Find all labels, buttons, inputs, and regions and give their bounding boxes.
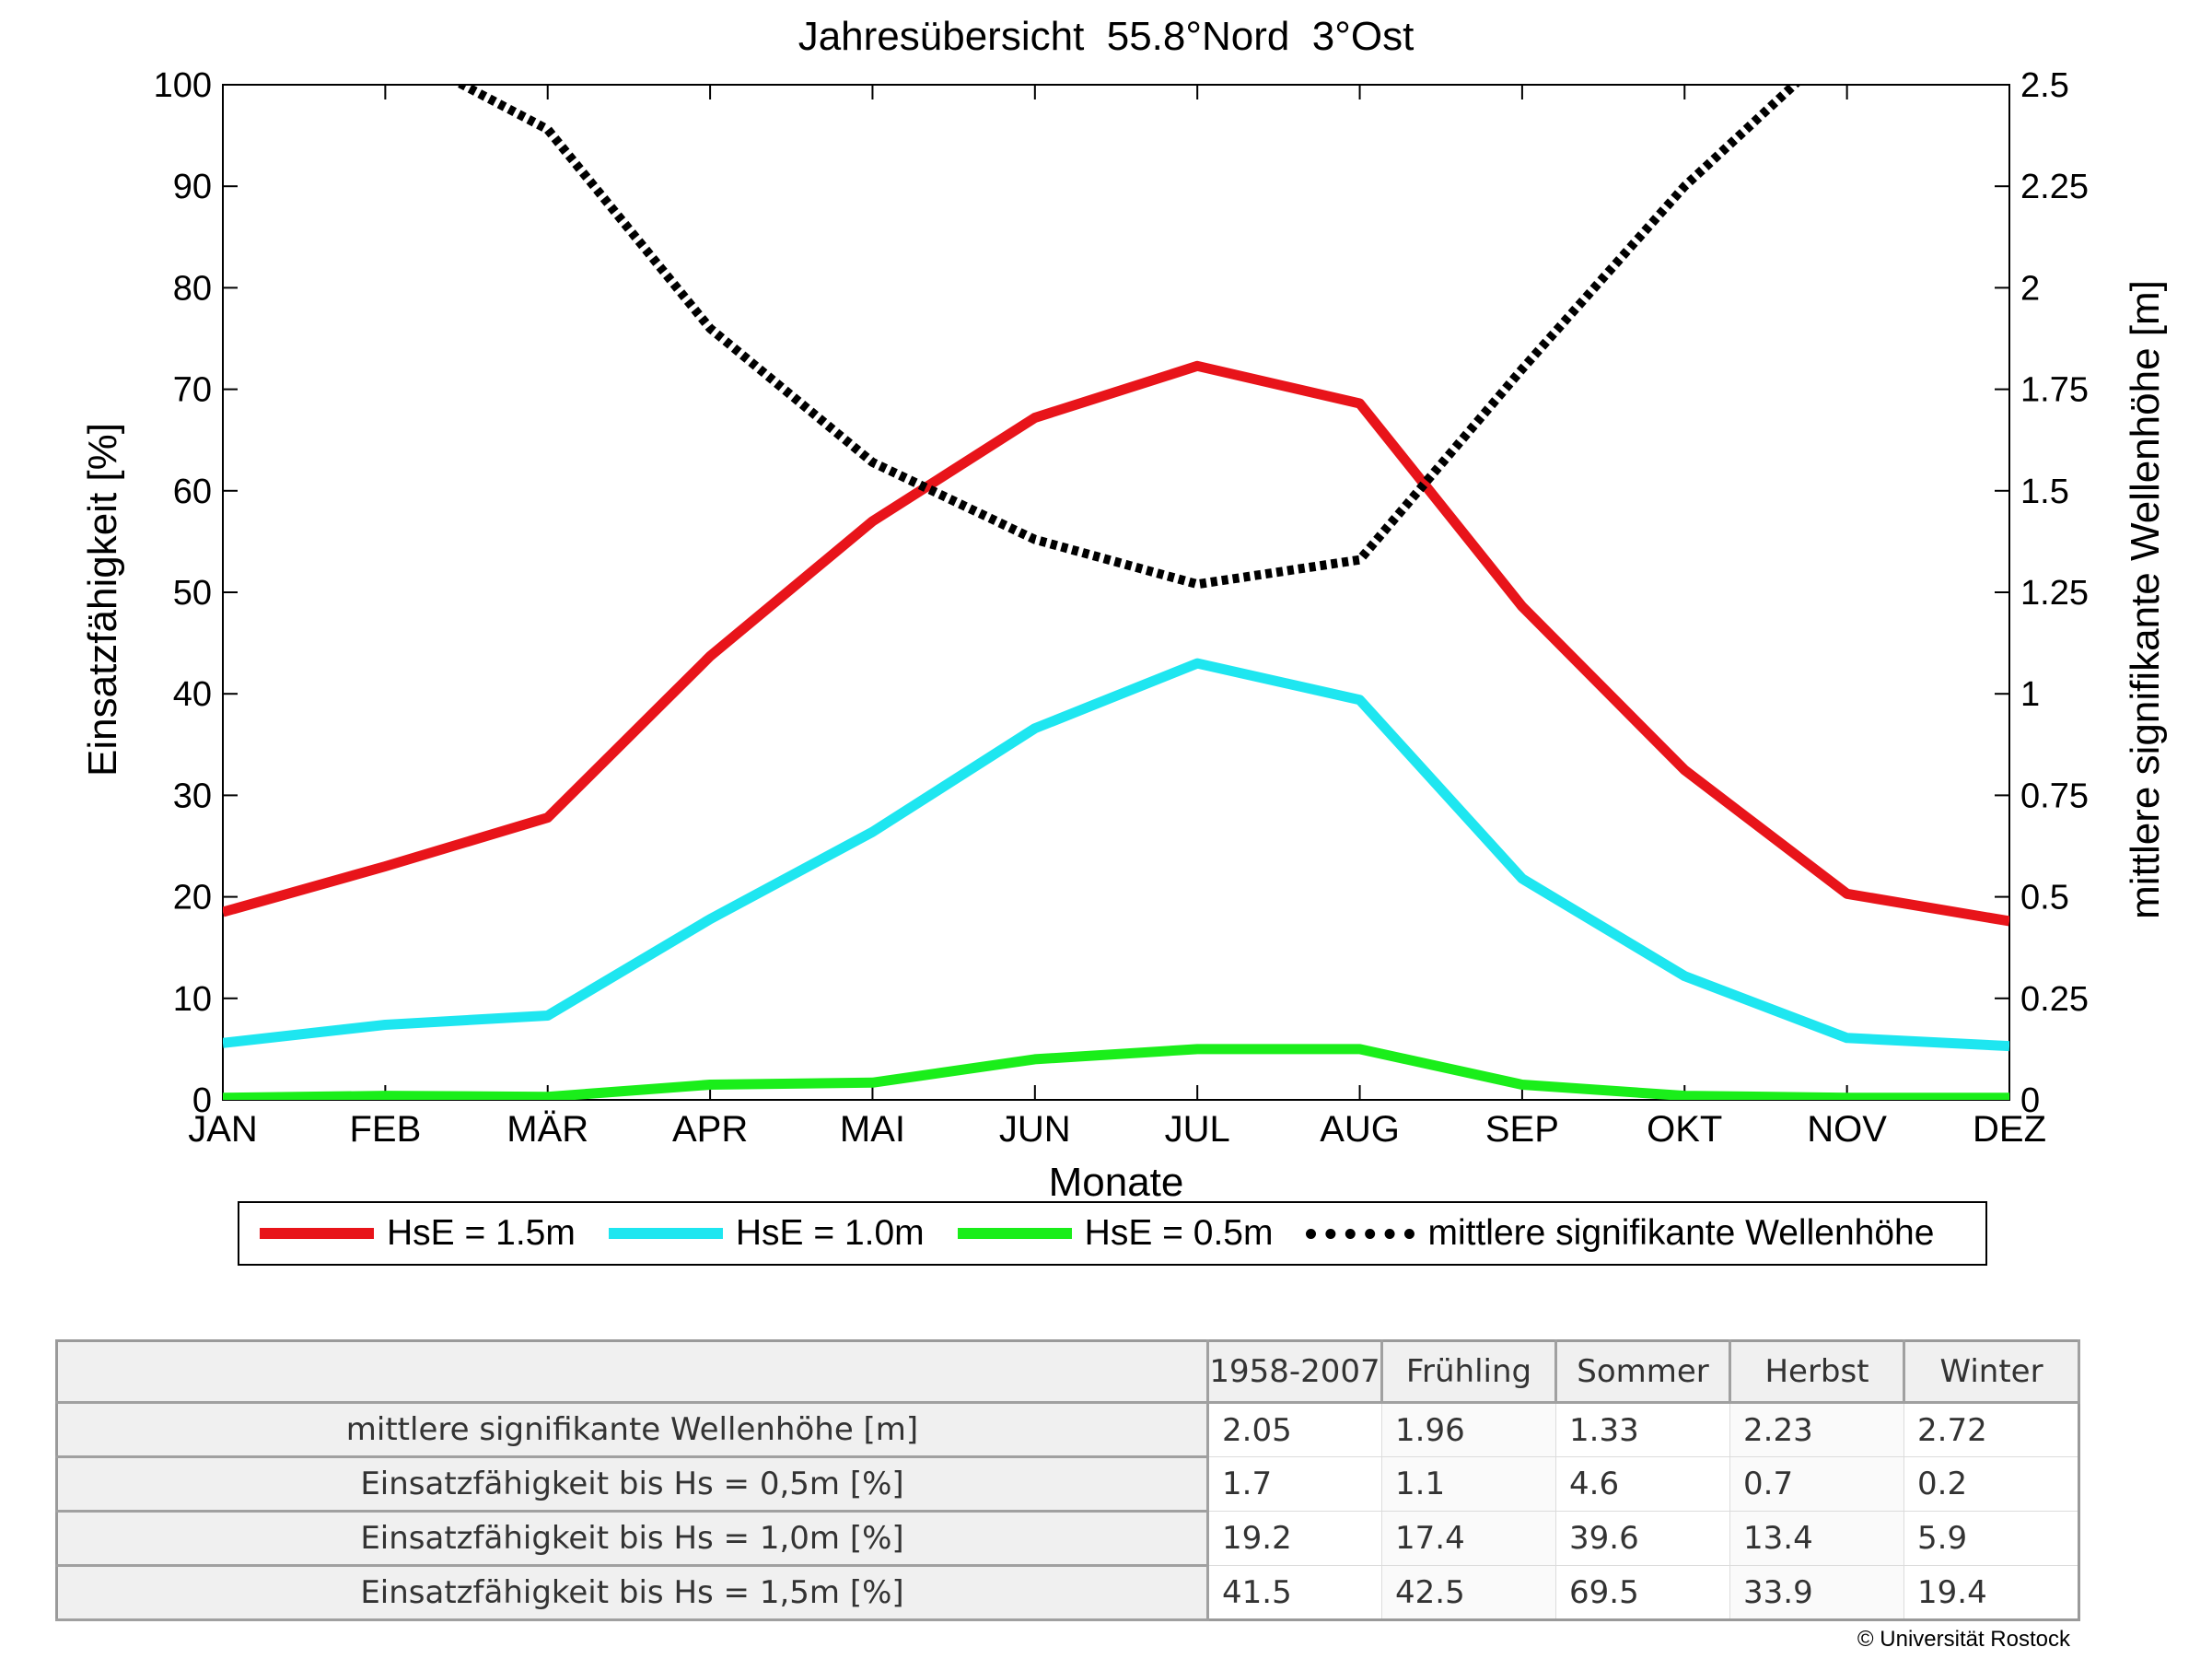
legend-swatch-green [957, 1228, 1072, 1239]
x-tick-label: APR [672, 1109, 748, 1150]
row-label: Einsatzfähigkeit bis Hs = 1,0m [%] [56, 1511, 1209, 1567]
legend-label: mittlere signifikante Wellenhöhe [1427, 1213, 1935, 1253]
legend-label: HsE = 0.5m [1084, 1213, 1274, 1253]
x-tick-label: MÄR [506, 1109, 588, 1150]
series-line [452, 85, 1801, 590]
table-cell: 1.1 [1381, 1456, 1556, 1512]
series-group [223, 85, 2009, 1100]
table-row: Einsatzfähigkeit bis Hs = 1,5m [%] 41.5 … [56, 1565, 2079, 1621]
table-cell: 19.2 [1207, 1511, 1382, 1566]
y-tick-label: 90 [173, 168, 212, 206]
x-tick-label: JAN [188, 1109, 258, 1150]
x-tick-label: DEZ [1973, 1109, 2046, 1150]
plot-frame [222, 84, 2010, 1101]
x-tick-label: OKT [1647, 1109, 1722, 1150]
chart: Jahresübersicht 55.8°Nord 3°Ost 01020304… [80, 14, 2168, 1205]
row-label: mittlere signifikante Wellenhöhe [m] [56, 1402, 1209, 1458]
column-header: Herbst [1729, 1340, 1905, 1404]
table-cell: 42.5 [1381, 1565, 1556, 1620]
y2-tick-label: 2.25 [2020, 168, 2089, 206]
y-tick-label: 70 [173, 371, 212, 410]
legend-label: HsE = 1.0m [735, 1213, 925, 1253]
series-line [223, 658, 2009, 1052]
summary-table: 1958-2007 Frühling Sommer Herbst Winter … [55, 1339, 2080, 1621]
y-tick-label: 20 [173, 879, 212, 917]
table-cell: 13.4 [1729, 1511, 1904, 1566]
row-label: Einsatzfähigkeit bis Hs = 1,5m [%] [56, 1565, 1209, 1621]
x-tick-label: AUG [1320, 1109, 1400, 1150]
y2-tick-label: 0.5 [2020, 879, 2069, 917]
table-cell: 41.5 [1207, 1565, 1382, 1620]
legend-item: HsE = 1.5m [260, 1213, 576, 1254]
y2-tick-label: 0 [2020, 1081, 2040, 1120]
column-header: Winter [1903, 1340, 2080, 1404]
y-tick-label: 100 [154, 66, 212, 105]
series-line [223, 1044, 2009, 1100]
table-cell: 2.05 [1207, 1402, 1382, 1457]
table-cell: 2.23 [1729, 1402, 1904, 1457]
table-corner-cell [56, 1340, 1209, 1404]
y-tick-label: 30 [173, 777, 212, 815]
table-cell: 1.96 [1381, 1402, 1556, 1457]
table-row: Einsatzfähigkeit bis Hs = 0,5m [%] 1.7 1… [56, 1456, 2079, 1513]
table-cell: 5.9 [1903, 1511, 2079, 1566]
table-cell: 19.4 [1903, 1565, 2079, 1620]
series-line [223, 360, 2009, 927]
y2-tick-label: 2.5 [2020, 66, 2069, 105]
x-axis-label: Monate [1049, 1160, 1184, 1205]
row-label: Einsatzfähigkeit bis Hs = 0,5m [%] [56, 1456, 1209, 1513]
table-cell: 0.2 [1903, 1456, 2079, 1512]
table-row: mittlere signifikante Wellenhöhe [m] 2.0… [56, 1402, 2079, 1458]
y-tick-label: 10 [173, 980, 212, 1019]
y-tick-label: 80 [173, 269, 212, 308]
legend-swatch-red [260, 1228, 374, 1239]
column-header: Sommer [1555, 1340, 1731, 1404]
legend-item: mittlere signifikante Wellenhöhe [1306, 1213, 1934, 1254]
column-header: Frühling [1381, 1340, 1557, 1404]
y-tick-label: 50 [173, 574, 212, 613]
legend-label: HsE = 1.5m [387, 1213, 576, 1253]
y-axis-label: Einsatzfähigkeit [%] [80, 423, 125, 777]
legend-swatch-dotted [1306, 1228, 1415, 1239]
table-cell: 17.4 [1381, 1511, 1556, 1566]
y-tick-label: 0 [192, 1081, 212, 1120]
y2-axis-label: mittlere signifikante Wellenhöhe [m] [2123, 280, 2168, 919]
table-cell: 39.6 [1555, 1511, 1730, 1566]
copyright-notice: © Universität Rostock [1857, 1627, 2070, 1652]
table-cell: 1.7 [1207, 1456, 1382, 1512]
x-tick-label: NOV [1807, 1109, 1887, 1150]
y2-tick-label: 2 [2020, 269, 2040, 308]
y2-tick-label: 1 [2020, 675, 2040, 714]
x-tick-label: SEP [1485, 1109, 1559, 1150]
x-tick-label: MAI [840, 1109, 905, 1150]
table-cell: 4.6 [1555, 1456, 1730, 1512]
chart-legend: HsE = 1.5m HsE = 1.0m HsE = 0.5m mittler… [238, 1201, 1987, 1266]
chart-title: Jahresübersicht 55.8°Nord 3°Ost [798, 14, 1415, 59]
legend-swatch-cyan [608, 1228, 723, 1239]
y-tick-label: 60 [173, 473, 212, 511]
table-cell: 33.9 [1729, 1565, 1904, 1620]
table-cell: 0.7 [1729, 1456, 1904, 1512]
x-tick-label: FEB [349, 1109, 421, 1150]
y2-tick-label: 1.25 [2020, 574, 2089, 613]
y2-tick-label: 1.5 [2020, 473, 2069, 511]
table-header-row: 1958-2007 Frühling Sommer Herbst Winter [56, 1340, 2080, 1404]
y2-tick-label: 1.75 [2020, 371, 2089, 410]
x-tick-label: JUN [999, 1109, 1071, 1150]
legend-item: HsE = 1.0m [608, 1213, 925, 1254]
table-cell: 1.33 [1555, 1402, 1730, 1457]
y2-tick-label: 0.75 [2020, 777, 2089, 815]
legend-item: HsE = 0.5m [957, 1213, 1274, 1254]
x-tick-label: JUL [1165, 1109, 1230, 1150]
column-header: 1958-2007 [1207, 1340, 1383, 1404]
table-cell: 2.72 [1903, 1402, 2079, 1457]
table-row: Einsatzfähigkeit bis Hs = 1,0m [%] 19.2 … [56, 1511, 2079, 1567]
y2-tick-label: 0.25 [2020, 980, 2089, 1019]
table-cell: 69.5 [1555, 1565, 1730, 1620]
y-tick-label: 40 [173, 675, 212, 714]
